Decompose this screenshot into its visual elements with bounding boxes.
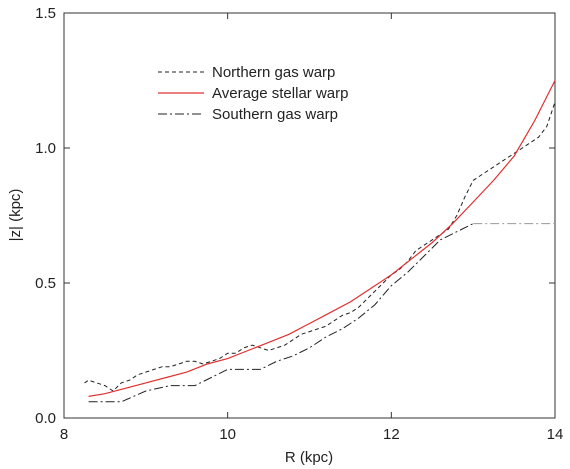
southern-gas-warp-line	[88, 223, 474, 403]
northern-gas-warp-line	[84, 101, 556, 392]
legend-label-southern: Southern gas warp	[212, 106, 338, 123]
y-axis-title: |z| (kpc)	[7, 189, 24, 242]
y-axis: 0.0 0.5 1.0 1.5	[35, 5, 555, 427]
plot-frame	[63, 12, 556, 419]
x-axis-title: R (kpc)	[285, 449, 333, 466]
y-tick-label: 1.5	[35, 5, 56, 22]
y-tick-label: 0.5	[35, 275, 56, 292]
series-group	[84, 80, 556, 403]
y-tick-label: 0.0	[35, 410, 56, 427]
legend: Northern gas warp Average stellar warp S…	[158, 64, 348, 123]
average-stellar-warp-line	[88, 80, 556, 397]
legend-label-stellar: Average stellar warp	[212, 85, 348, 102]
x-tick-label: 10	[219, 426, 236, 443]
x-tick-label: 14	[547, 426, 564, 443]
x-tick-label: 12	[383, 426, 400, 443]
y-tick-label: 1.0	[35, 140, 56, 157]
x-axis: 8 10 12 14	[60, 13, 564, 443]
legend-label-northern: Northern gas warp	[212, 64, 335, 81]
x-tick-label: 8	[60, 426, 68, 443]
